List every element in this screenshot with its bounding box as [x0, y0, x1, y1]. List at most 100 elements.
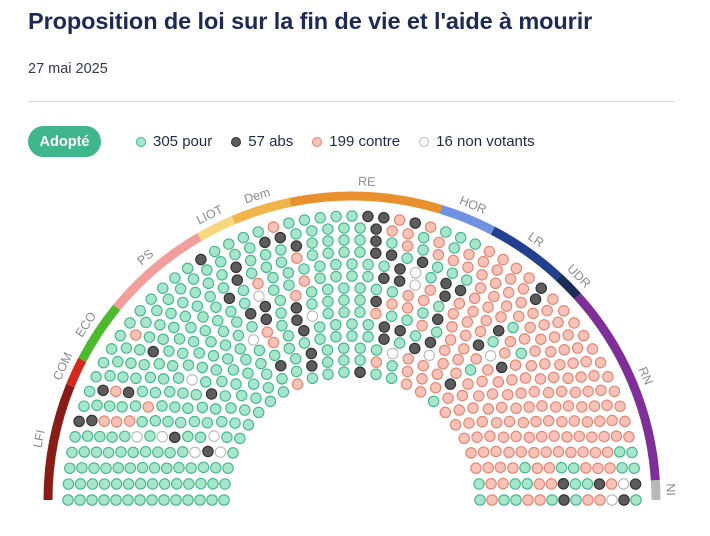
seat-dot — [580, 462, 592, 474]
seat-dot — [470, 353, 482, 365]
seat-dot — [378, 260, 390, 272]
seat-dot — [274, 231, 287, 244]
seat-dot — [562, 329, 574, 341]
seat-dot — [393, 275, 406, 287]
seat-dot — [194, 431, 207, 443]
seat-dot — [289, 353, 302, 365]
legend-pour-label: 305 pour — [153, 133, 213, 150]
seat-dot — [614, 400, 626, 412]
seat-dot — [149, 386, 162, 399]
seat-dot — [555, 385, 568, 398]
seat-dot — [193, 347, 206, 359]
seat-dot — [416, 319, 428, 332]
seat-dot — [439, 406, 452, 419]
seat-dot — [216, 415, 228, 428]
seat-dot — [504, 335, 517, 348]
seat-dot — [314, 212, 326, 224]
seat-dot — [515, 296, 527, 309]
seat-dot — [370, 235, 382, 247]
seat-dot — [268, 349, 281, 362]
seat-dot — [207, 477, 219, 490]
group-arc-rn — [574, 293, 660, 481]
seat-dot — [417, 231, 430, 244]
seat-dot — [601, 446, 614, 458]
seat-dot — [199, 324, 212, 337]
seat-dot — [423, 349, 436, 362]
seat-dot — [581, 478, 594, 490]
seat-dot — [432, 300, 445, 313]
seat-dot — [616, 462, 628, 474]
seat-dot — [524, 321, 536, 334]
seat-dot — [462, 378, 474, 390]
seat-dot — [518, 333, 531, 345]
seat-dot — [131, 431, 143, 443]
seat-dot — [97, 356, 110, 369]
seat-dot — [409, 279, 421, 291]
seat-dot — [458, 343, 470, 355]
seat-dot — [402, 289, 414, 302]
seat-dot — [464, 364, 477, 376]
seat-dot — [164, 385, 176, 398]
seat-dot — [362, 318, 374, 331]
legend-nv: 16 non votants — [419, 133, 535, 150]
seat-dot — [122, 386, 135, 399]
seat-dot — [321, 283, 334, 296]
group-arc-liot — [197, 215, 236, 241]
seat-dot — [486, 388, 499, 400]
seat-dot — [207, 350, 220, 362]
seat-dot — [626, 446, 638, 459]
seat-dot — [370, 295, 382, 308]
seat-dot — [354, 306, 366, 318]
seat-dot — [276, 373, 288, 385]
seat-dot — [261, 326, 274, 338]
seat-dot — [523, 401, 535, 413]
seat-dot — [424, 284, 437, 296]
seat-dot — [130, 372, 142, 385]
seat-dot — [606, 494, 618, 506]
seat-dot — [417, 294, 430, 307]
seat-dot — [594, 415, 606, 427]
seat-dot — [314, 272, 326, 285]
seat-dot — [330, 210, 342, 223]
seat-dot — [201, 264, 213, 276]
seat-dot — [530, 415, 542, 428]
seat-dot — [370, 223, 382, 235]
seat-dot — [94, 430, 106, 443]
seat-dot — [504, 273, 517, 285]
seat-dot — [370, 283, 383, 296]
seat-dot — [417, 244, 429, 256]
seat-dot — [244, 254, 257, 267]
seat-dot — [291, 378, 304, 390]
seat-dot — [468, 292, 481, 305]
seat-dot — [290, 365, 303, 378]
seat-dot — [602, 371, 614, 383]
seat-dot — [64, 462, 76, 474]
seat-dot — [556, 415, 568, 428]
seat-dot — [430, 326, 443, 338]
seat-dot — [401, 240, 414, 252]
seat-dot — [157, 333, 169, 345]
seat-dot — [452, 353, 464, 366]
group-arc-re — [289, 191, 443, 214]
seat-dot — [491, 264, 503, 276]
seat-dot — [218, 494, 230, 506]
seat-dot — [517, 416, 530, 429]
seat-dot — [552, 316, 564, 329]
seat-dot — [571, 342, 584, 354]
seat-dot — [290, 289, 302, 302]
status-badge: Adopté — [28, 126, 101, 157]
seat-dot — [277, 386, 290, 398]
seat-dot — [275, 307, 287, 319]
seat-dot — [110, 494, 122, 506]
seat-dot — [185, 321, 197, 334]
seat-dot — [103, 400, 116, 412]
seat-dot — [314, 333, 326, 345]
group-label-ni: NI — [663, 483, 677, 496]
seat-dot — [237, 231, 250, 244]
seat-dot — [618, 494, 630, 506]
legend-pour: 305 pour — [136, 133, 212, 150]
seat-dot — [629, 478, 642, 490]
seat-dot — [275, 256, 288, 268]
nv-dot-icon — [419, 136, 430, 147]
seat-dot — [136, 385, 149, 398]
